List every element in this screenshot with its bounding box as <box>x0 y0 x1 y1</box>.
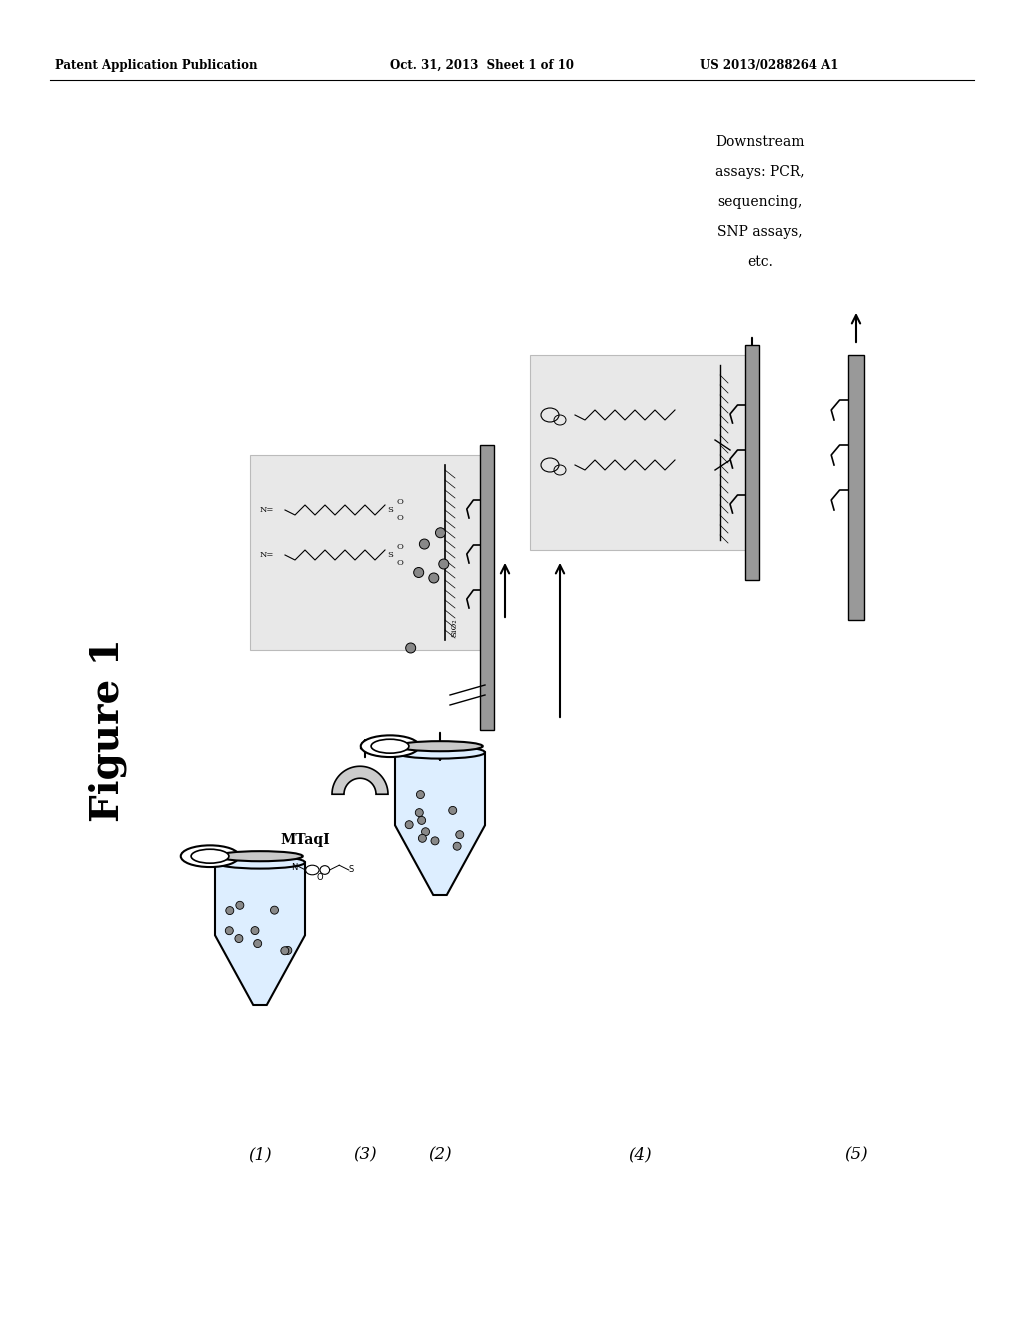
Ellipse shape <box>438 558 449 569</box>
Bar <box>848 355 864 620</box>
Ellipse shape <box>417 791 424 799</box>
Polygon shape <box>395 752 485 895</box>
Text: S: S <box>348 866 353 874</box>
Text: Oct. 31, 2013  Sheet 1 of 10: Oct. 31, 2013 Sheet 1 of 10 <box>390 58 574 71</box>
Ellipse shape <box>225 927 233 935</box>
Ellipse shape <box>416 809 423 817</box>
Text: (1): (1) <box>248 1147 271 1163</box>
Ellipse shape <box>371 739 409 754</box>
Ellipse shape <box>217 851 303 861</box>
Text: S: S <box>387 550 393 558</box>
Ellipse shape <box>215 857 305 869</box>
Ellipse shape <box>419 834 426 842</box>
Text: O: O <box>316 874 324 882</box>
Ellipse shape <box>284 946 292 954</box>
Text: O: O <box>396 543 403 550</box>
Text: N=: N= <box>260 550 274 558</box>
Ellipse shape <box>406 643 416 653</box>
Text: SiO₂: SiO₂ <box>450 619 458 638</box>
Ellipse shape <box>435 528 445 537</box>
Ellipse shape <box>414 568 424 577</box>
Ellipse shape <box>397 741 482 751</box>
Text: O: O <box>396 513 403 521</box>
Text: SNP assays,: SNP assays, <box>717 224 803 239</box>
Ellipse shape <box>406 821 413 829</box>
Ellipse shape <box>236 902 244 909</box>
Text: (2): (2) <box>428 1147 452 1163</box>
Ellipse shape <box>420 539 429 549</box>
Text: N=: N= <box>260 506 274 513</box>
Bar <box>530 355 750 550</box>
Ellipse shape <box>431 837 439 845</box>
Text: Patent Application Publication: Patent Application Publication <box>55 58 257 71</box>
Ellipse shape <box>281 946 289 954</box>
Text: Figure 1: Figure 1 <box>89 638 127 822</box>
Text: sequencing,: sequencing, <box>718 195 803 209</box>
Polygon shape <box>215 862 305 1005</box>
Text: (5): (5) <box>844 1147 867 1163</box>
Ellipse shape <box>254 940 262 948</box>
Ellipse shape <box>418 816 426 825</box>
Ellipse shape <box>454 842 461 850</box>
Text: (4): (4) <box>628 1147 652 1163</box>
Text: Downstream: Downstream <box>715 135 805 149</box>
Text: S: S <box>387 506 393 513</box>
Ellipse shape <box>449 807 457 814</box>
Text: (3): (3) <box>353 1147 377 1163</box>
Ellipse shape <box>360 735 419 758</box>
Ellipse shape <box>456 830 464 838</box>
Bar <box>250 455 480 649</box>
Text: N: N <box>291 863 297 871</box>
Ellipse shape <box>270 906 279 915</box>
Ellipse shape <box>181 845 240 867</box>
Ellipse shape <box>251 927 259 935</box>
Text: O: O <box>396 498 403 506</box>
Text: etc.: etc. <box>748 255 773 269</box>
Ellipse shape <box>191 849 229 863</box>
Ellipse shape <box>234 935 243 942</box>
Text: MTaqI: MTaqI <box>280 833 330 847</box>
Text: assays: PCR,: assays: PCR, <box>715 165 805 180</box>
Polygon shape <box>332 766 388 795</box>
Text: O: O <box>396 558 403 568</box>
Ellipse shape <box>422 828 429 836</box>
Ellipse shape <box>225 907 233 915</box>
Text: US 2013/0288264 A1: US 2013/0288264 A1 <box>700 58 839 71</box>
Ellipse shape <box>429 573 439 583</box>
Bar <box>480 445 494 730</box>
Bar <box>745 345 759 579</box>
Ellipse shape <box>395 746 485 759</box>
